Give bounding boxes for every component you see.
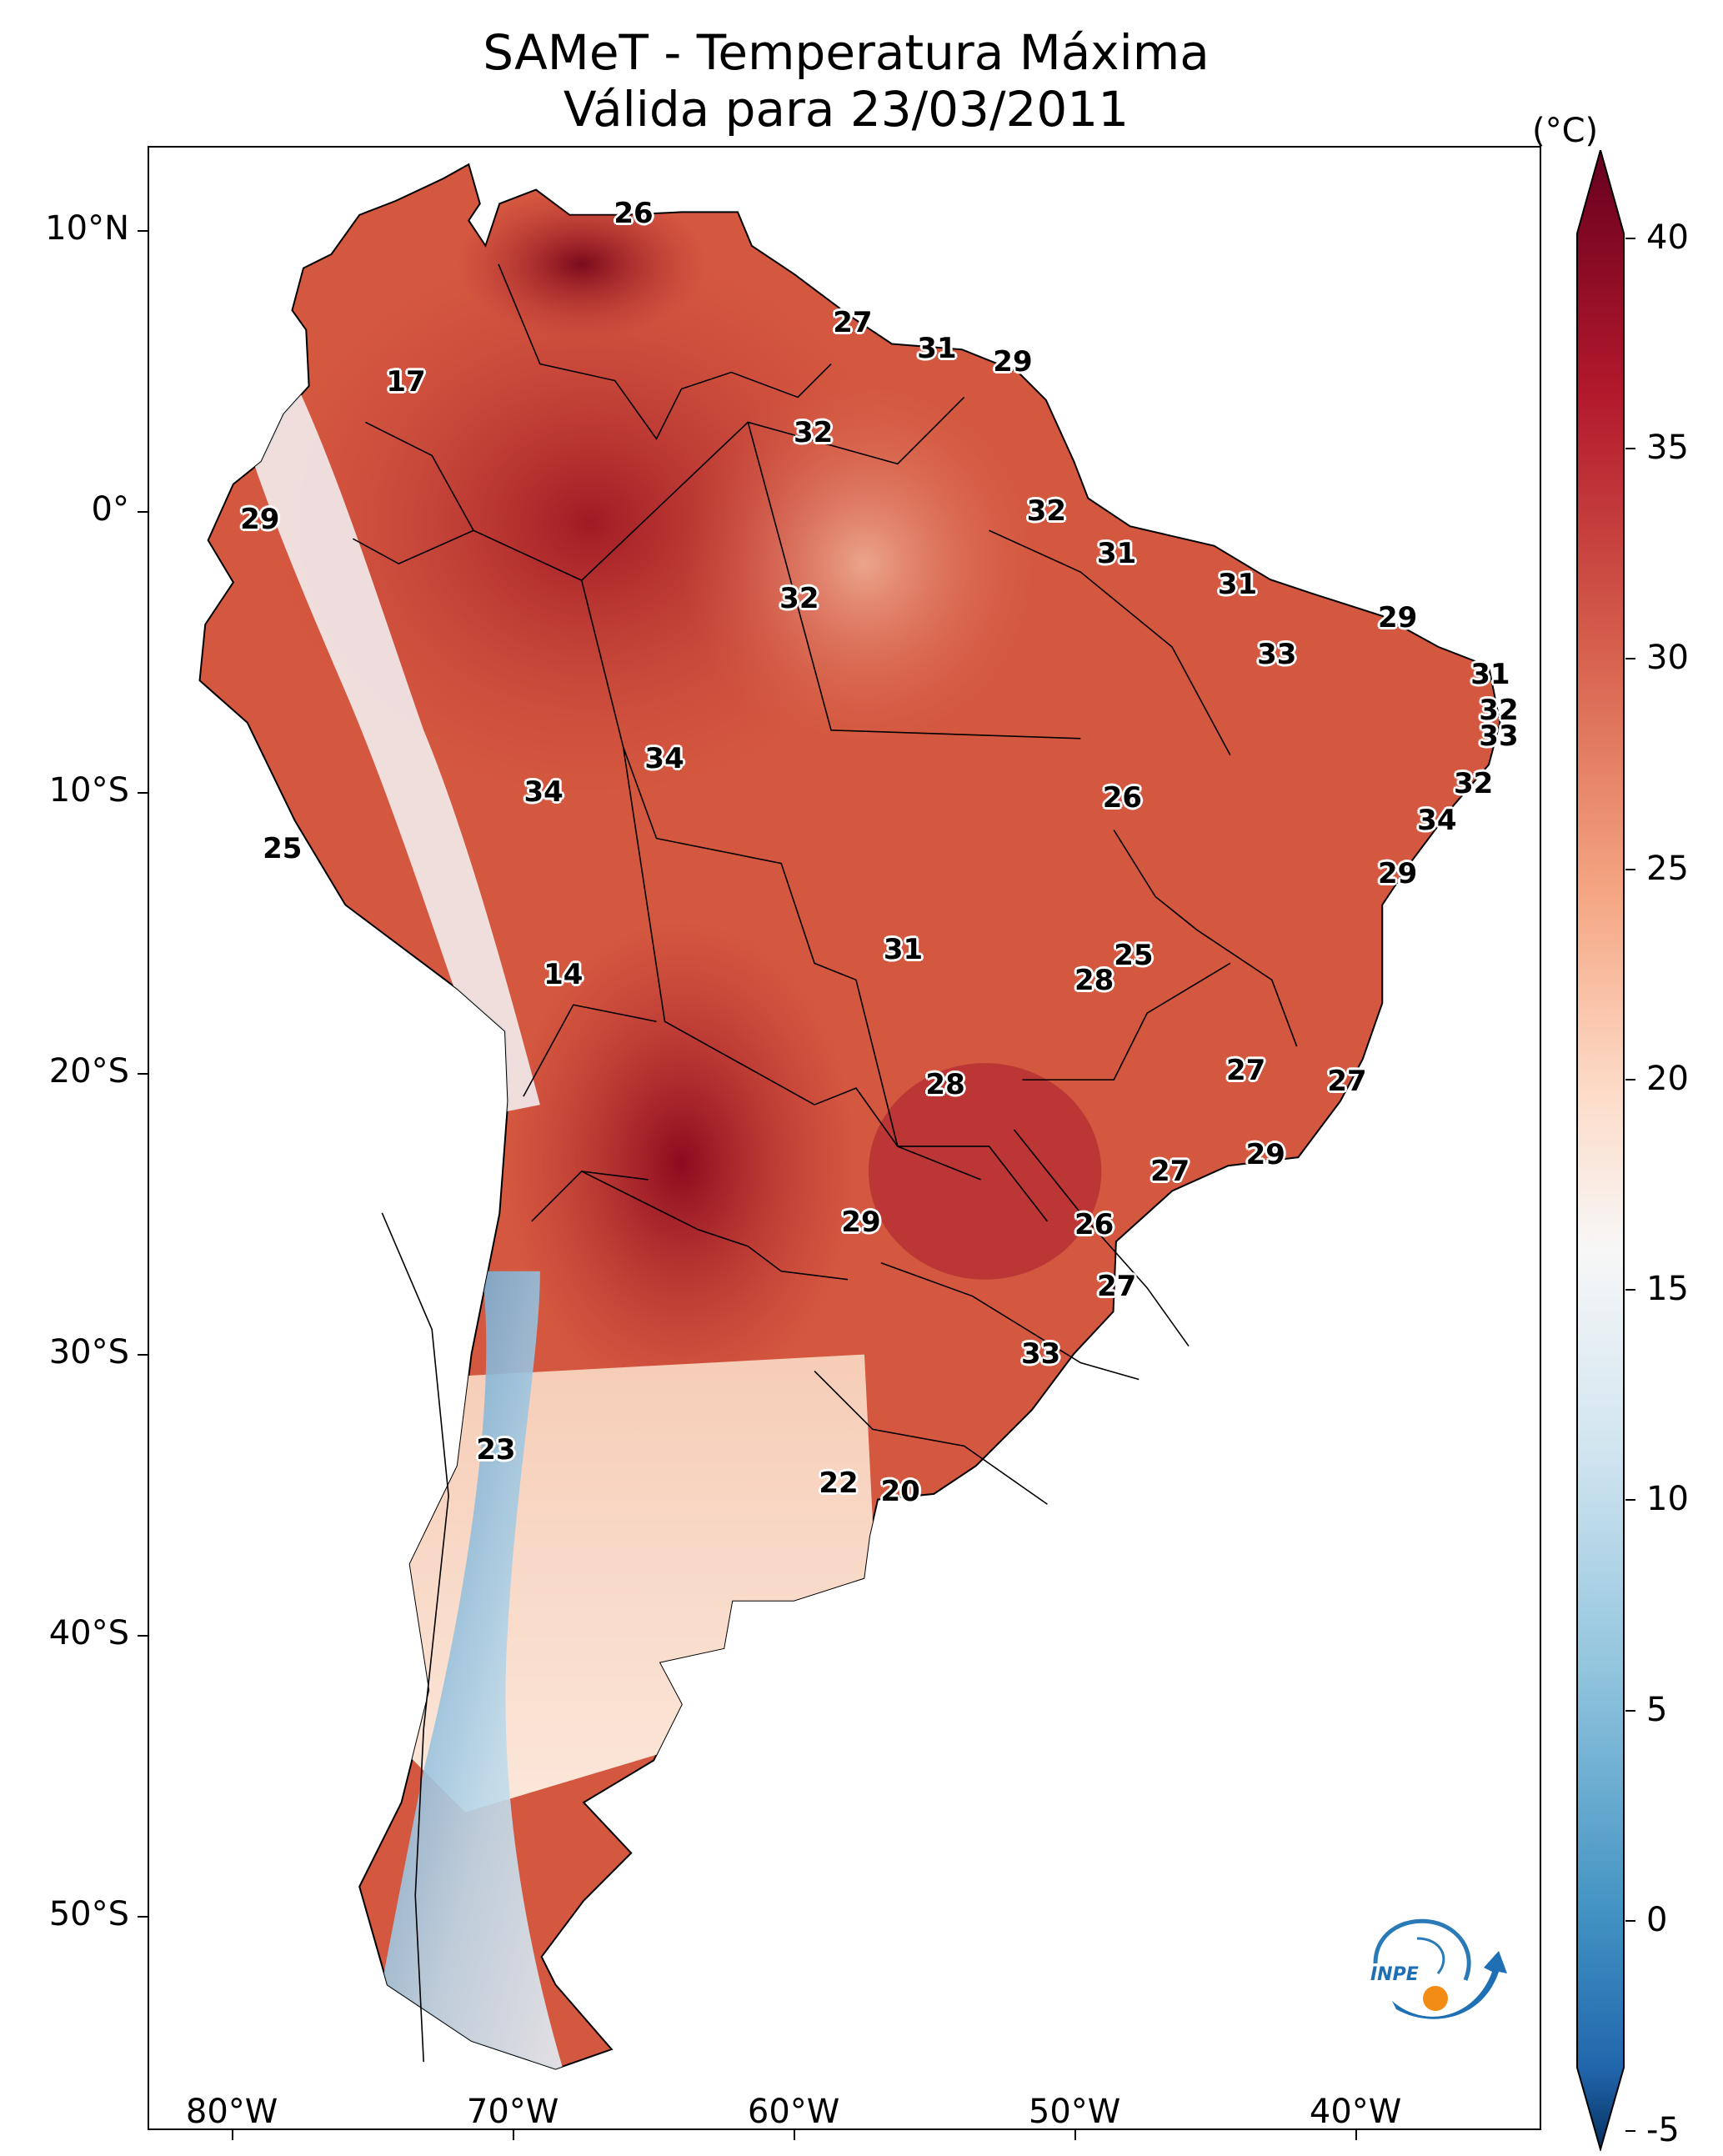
station-temperature-label: 29 [1377,601,1418,635]
station-temperature-label: 32 [779,581,819,615]
station-temperature-label: 31 [1096,536,1137,570]
station-temperature-label: 25 [1114,938,1154,972]
temperature-fields [223,188,1102,2069]
colorbar-tick-mark [1625,1289,1635,1291]
colorbar-body [1576,150,1625,2151]
colorbar-tick-mark [1625,1078,1635,1081]
lat-tick-mark [138,792,148,795]
station-temperature-label: 34 [644,741,684,775]
station-temperature-label: 31 [1217,567,1258,601]
station-temperature-label: 31 [917,331,957,365]
station-temperature-label: 29 [841,1205,881,1239]
colorbar-tick-mark [1625,1709,1635,1712]
station-temperature-label: 34 [1417,803,1457,837]
colorbar-tick-mark [1625,448,1635,450]
lat-tick-label: 20°S [48,1052,129,1091]
colorbar-tick-mark [1625,1499,1635,1502]
map-panel[interactable] [148,146,1541,2130]
station-temperature-label: 14 [543,958,584,992]
colorbar-tick-label: -5 [1646,2111,1680,2149]
station-temperature-label: 29 [240,503,280,537]
lat-tick-label: 30°S [48,1333,129,1372]
lon-tick-mark [513,2130,515,2140]
station-temperature-label: 26 [1102,780,1143,815]
station-temperature-label: 32 [1479,694,1519,728]
lat-tick-mark [138,1635,148,1637]
station-temperature-label: 32 [1026,494,1067,529]
lon-tick-label: 70°W [466,2093,559,2131]
station-temperature-label: 28 [925,1067,965,1101]
colorbar-tick-label: 15 [1646,1270,1689,1309]
lat-tick-mark [138,1354,148,1356]
station-temperature-label: 34 [523,775,563,810]
lon-tick-label: 80°W [185,2093,278,2131]
station-temperature-label: 23 [476,1432,516,1467]
colorbar-tick-mark [1625,2130,1635,2132]
lon-tick-mark [794,2130,796,2140]
station-temperature-label: 33 [1479,719,1519,753]
lat-tick-label: 10°S [48,771,129,810]
lon-tick-label: 50°W [1028,2093,1121,2131]
station-temperature-label: 31 [1470,657,1510,691]
lat-tick-label: 50°S [48,1895,129,1934]
station-temperature-label: 32 [1453,766,1494,800]
colorbar-tick-label: 25 [1646,849,1689,888]
colorbar-tick-label: 40 [1646,218,1689,257]
station-temperature-label: 22 [819,1467,859,1501]
country-borders [353,263,1298,2063]
chart-title-line1: SAMeT - Temperatura Máxima [483,24,1210,81]
station-temperature-label: 33 [1020,1337,1061,1371]
station-temperature-label: 20 [880,1475,920,1509]
station-temperature-label: 28 [1074,963,1114,997]
colorbar-tick-label: 35 [1646,429,1689,468]
colorbar-tick-mark [1625,1919,1635,1922]
colorbar-tick-mark [1625,658,1635,660]
station-temperature-label: 27 [1225,1053,1266,1087]
lat-tick-label: 10°N [45,209,129,248]
lat-tick-mark [138,1073,148,1075]
colorbar-tick-label: 0 [1646,1900,1668,1939]
colorbar-tick-mark [1625,868,1635,870]
lon-tick-label: 60°W [747,2093,840,2131]
station-temperature-label: 27 [1327,1065,1367,1099]
station-temperature-label: 29 [993,345,1033,379]
lon-tick-mark [232,2130,234,2140]
station-temperature-label: 27 [1096,1270,1137,1304]
colorbar-tick-label: 20 [1646,1059,1689,1098]
lat-tick-mark [138,511,148,514]
station-temperature-label: 27 [833,306,873,340]
inpe-logo: INPE [1370,1918,1507,2019]
lat-tick-mark [138,1916,148,1918]
colorbar-unit: (°C) [1532,112,1599,150]
chart-title-line2: Válida para 23/03/2011 [563,81,1129,138]
station-temperature-label: 31 [883,932,924,966]
logo-text: INPE [1370,1964,1419,1985]
colorbar-tick-label: 30 [1646,639,1689,678]
station-temperature-label: 17 [386,365,426,399]
station-temperature-label: 26 [614,196,654,230]
lat-tick-label: 40°S [48,1614,129,1653]
colorbar-tick-mark [1625,238,1635,239]
colorbar-tick-label: 10 [1646,1480,1689,1519]
station-temperature-label: 33 [1257,637,1297,671]
lon-tick-mark [1355,2130,1358,2140]
station-temperature-label: 27 [1150,1155,1190,1189]
station-temperature-label: 25 [263,831,303,865]
lat-tick-label: 0° [91,490,129,529]
lon-tick-label: 40°W [1309,2093,1402,2131]
station-temperature-label: 32 [794,415,834,449]
colorbar-tick-label: 5 [1646,1690,1668,1729]
temperature-map [198,163,1501,2070]
lon-tick-mark [1074,2130,1077,2140]
station-temperature-label: 29 [1377,856,1418,890]
lat-tick-mark [138,230,148,233]
station-temperature-label: 29 [1245,1137,1285,1171]
station-temperature-label: 26 [1074,1208,1114,1242]
colorbar [1576,150,1625,2151]
